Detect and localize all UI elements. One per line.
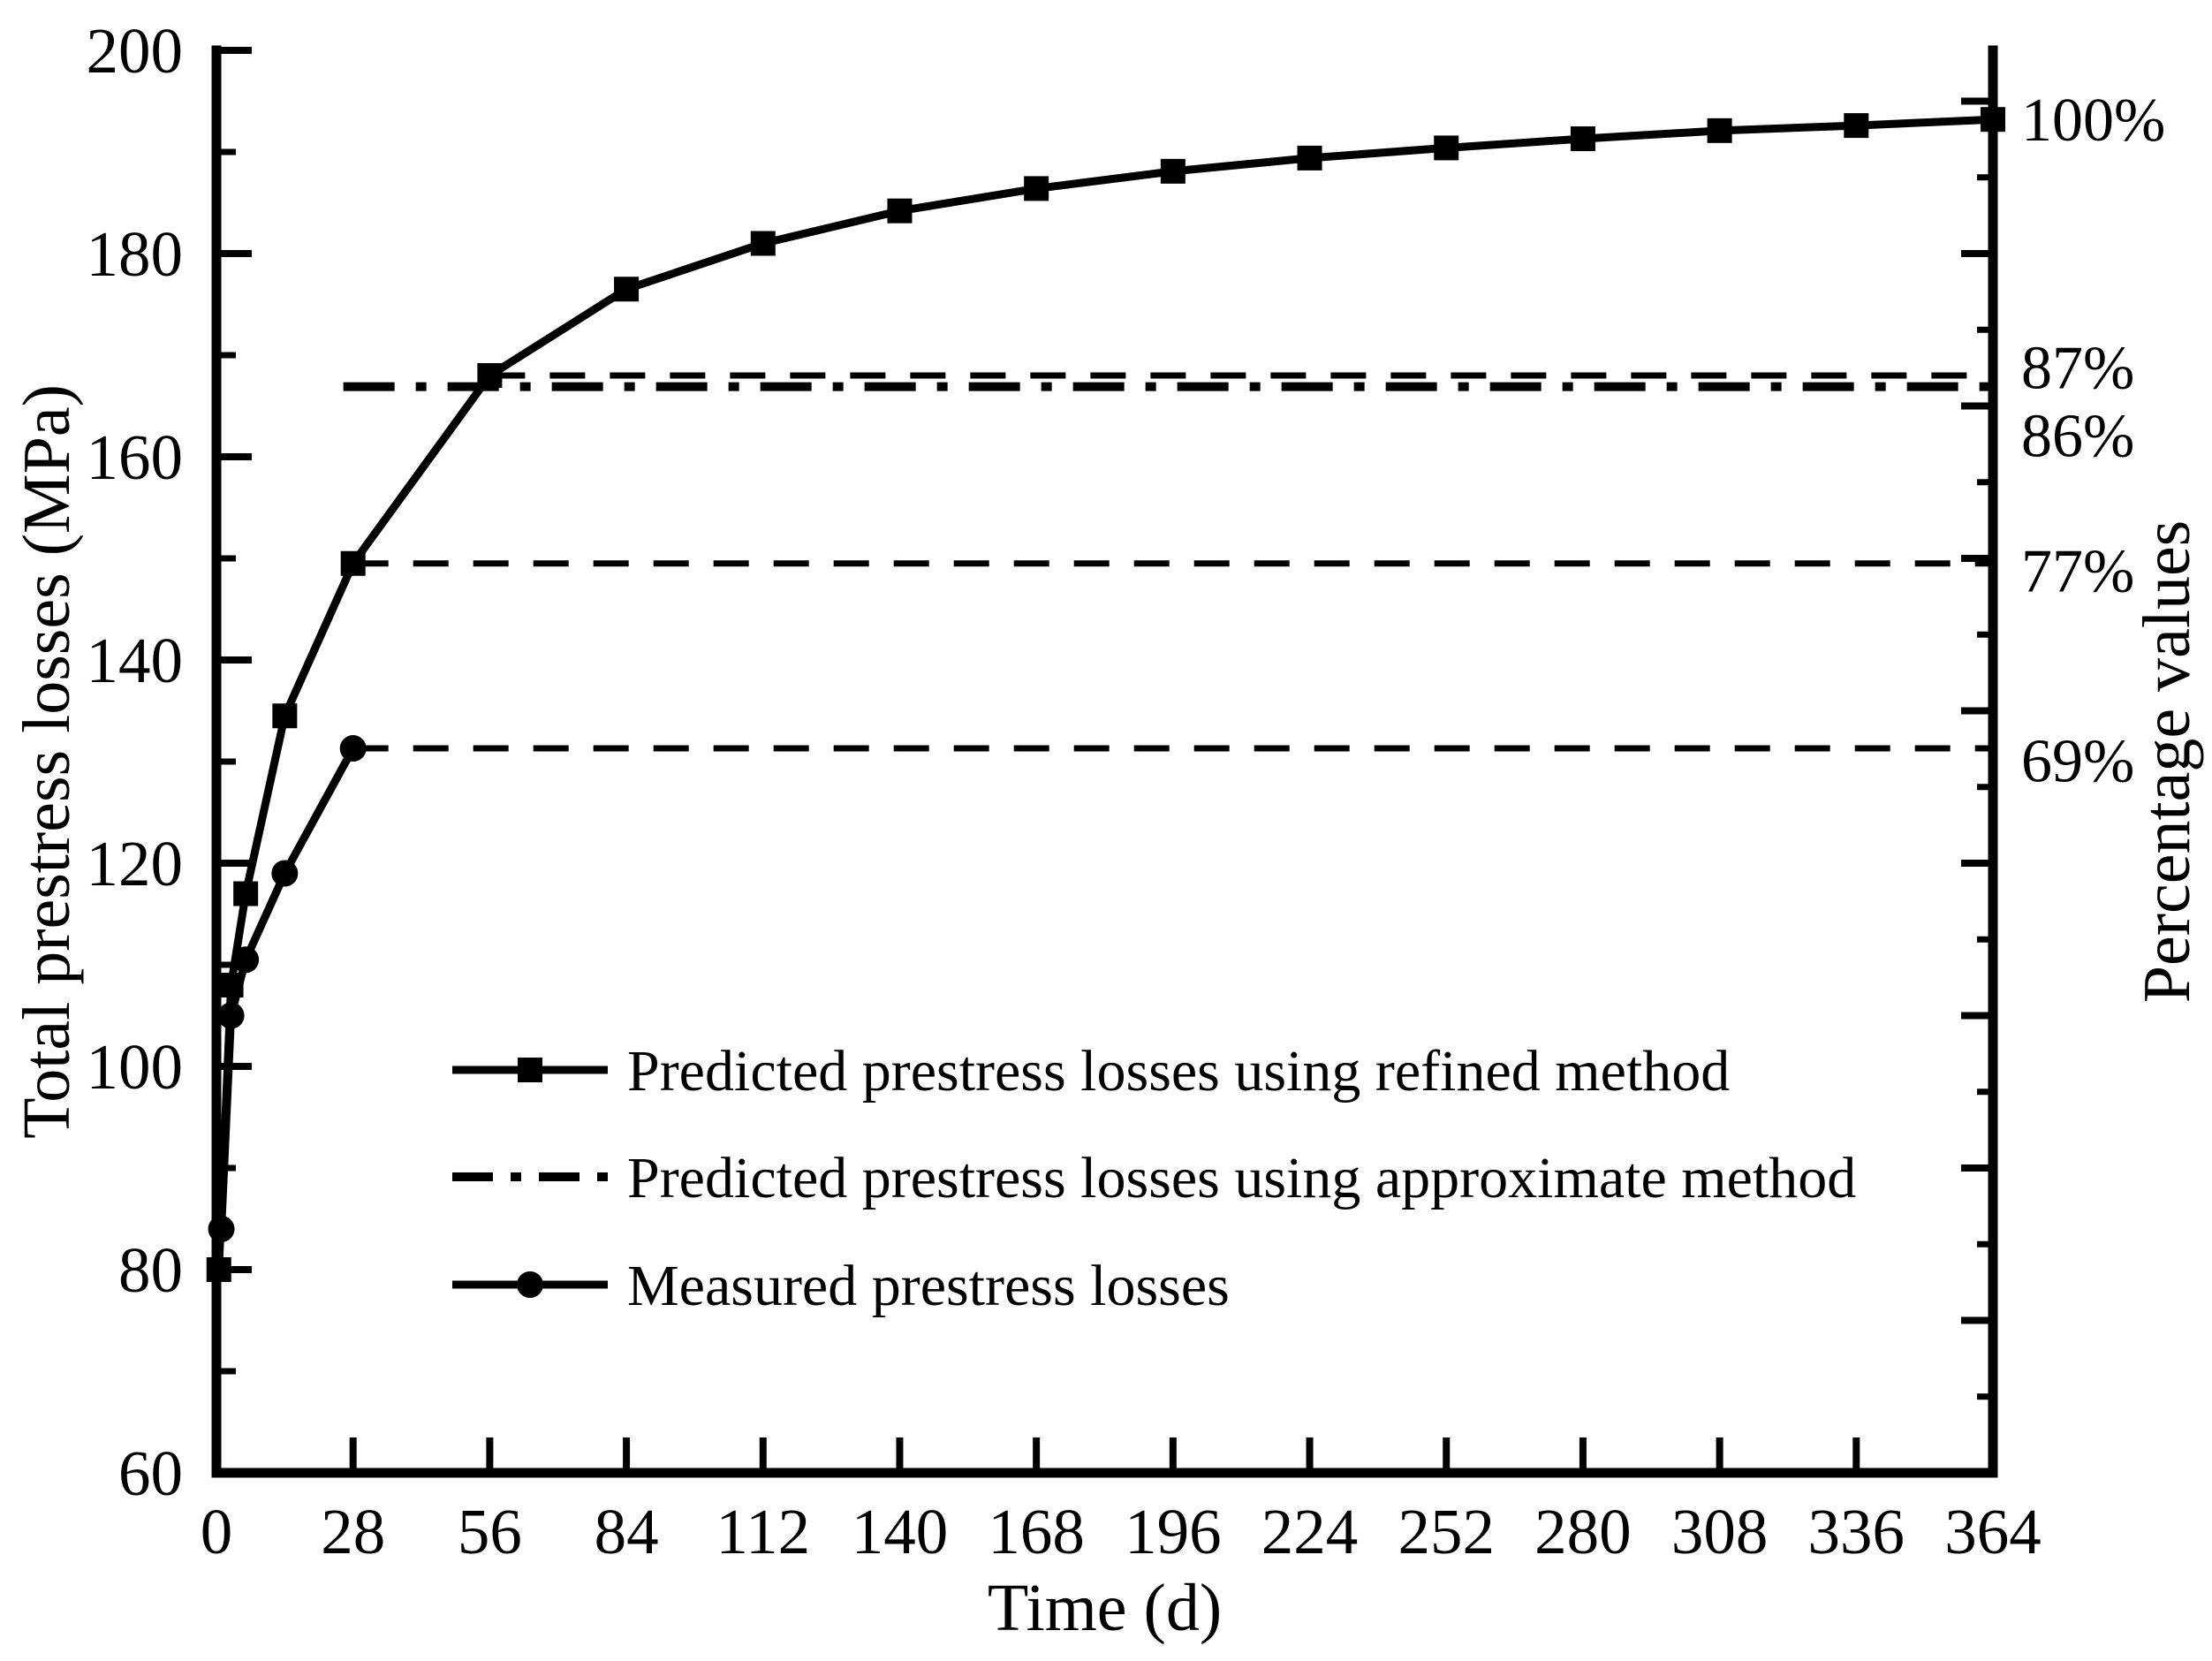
x-tick-label: 56 <box>458 1496 522 1567</box>
x-tick-label: 364 <box>1944 1496 2042 1567</box>
x-axis-title: Time (d) <box>988 1571 1222 1645</box>
data-point-square <box>1297 145 1322 171</box>
legend-label: Predicted prestress losses using approxi… <box>627 1146 1856 1210</box>
percent-label-69%: 69% <box>2021 728 2134 796</box>
data-point-square <box>1570 126 1595 152</box>
x-tick-label: 280 <box>1534 1496 1632 1567</box>
y-tick-label: 100 <box>87 1031 184 1103</box>
legend-label: Measured prestress losses <box>627 1254 1230 1318</box>
data-point-square <box>750 231 776 256</box>
data-point-circle <box>271 860 299 887</box>
percent-label-86%: 86% <box>2021 403 2134 471</box>
x-tick-label: 112 <box>716 1496 810 1567</box>
series-refined <box>206 107 2005 1282</box>
percent-label-77%: 77% <box>2021 538 2134 606</box>
data-point-circle <box>232 946 260 974</box>
x-tick-label: 0 <box>201 1496 233 1567</box>
series-measured <box>208 735 367 1242</box>
x-tick-label: 196 <box>1125 1496 1222 1567</box>
x-tick-label: 252 <box>1398 1496 1495 1567</box>
data-point-square <box>233 881 259 906</box>
legend-item: Predicted prestress losses using approxi… <box>452 1146 1856 1210</box>
data-point-square <box>340 550 366 576</box>
x-tick-label: 168 <box>988 1496 1085 1567</box>
y-tick-label: 160 <box>87 421 184 493</box>
data-point-square <box>1707 118 1732 143</box>
data-point-square <box>1844 113 1869 139</box>
data-point-square <box>614 277 640 302</box>
x-tick-label: 224 <box>1261 1496 1359 1567</box>
data-point-square <box>1160 158 1186 184</box>
legend-square-marker-icon <box>518 1058 542 1082</box>
x-tick-label: 336 <box>1808 1496 1905 1567</box>
data-point-square <box>887 198 913 224</box>
x-tick-label: 308 <box>1671 1496 1769 1567</box>
x-tick-label: 84 <box>595 1496 659 1567</box>
data-point-square <box>1434 135 1459 161</box>
y-axis-title-left: Total prestress losses (MPa) <box>10 384 84 1139</box>
series-line <box>217 746 357 1230</box>
percent-label-100%: 100% <box>2021 87 2165 155</box>
data-point-square <box>1024 176 1049 201</box>
y-tick-label: 140 <box>87 625 184 696</box>
legend-item: Measured prestress losses <box>452 1254 1230 1318</box>
y-tick-label: 120 <box>87 828 184 899</box>
x-tick-label: 28 <box>321 1496 385 1567</box>
percent-label-87%: 87% <box>2021 335 2134 403</box>
data-point-circle <box>339 735 367 762</box>
legend-label: Predicted prestress losses using refined… <box>627 1039 1730 1104</box>
y-tick-label: 180 <box>87 218 184 290</box>
y-tick-label: 60 <box>118 1437 183 1509</box>
legend-item: Predicted prestress losses using refined… <box>452 1039 1730 1104</box>
data-point-square <box>272 703 298 729</box>
x-tick-label: 140 <box>852 1496 949 1567</box>
y-tick-label: 200 <box>87 15 184 87</box>
legend: Predicted prestress losses using refined… <box>452 1039 1856 1318</box>
y-tick-label: 80 <box>118 1234 183 1306</box>
data-point-circle <box>217 1002 245 1029</box>
legend-circle-marker-icon <box>517 1271 543 1298</box>
y-axis-title-right: Percentage values <box>2130 520 2204 1004</box>
